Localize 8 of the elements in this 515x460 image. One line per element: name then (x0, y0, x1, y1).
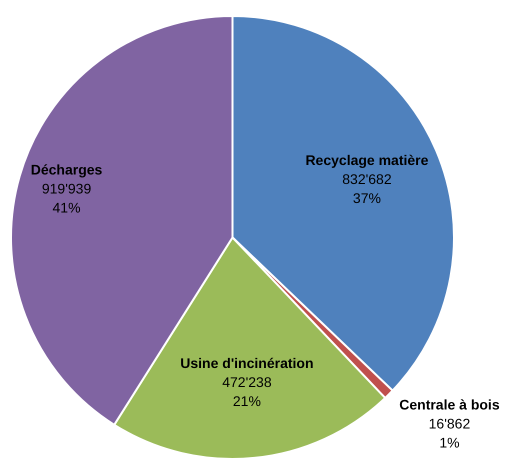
data-label: 472'238 21% (222, 374, 272, 409)
slice-label: Usine d'incinération (180, 354, 314, 371)
slice-label: Recyclage matière (305, 152, 429, 168)
data-label: 832'682 37% (342, 170, 392, 206)
data-label: 16'862 1% (428, 416, 470, 451)
data-label: 919'939 41% (42, 180, 92, 216)
slice-label: Centrale à bois (399, 396, 500, 413)
slice-label: Décharges (30, 161, 103, 178)
